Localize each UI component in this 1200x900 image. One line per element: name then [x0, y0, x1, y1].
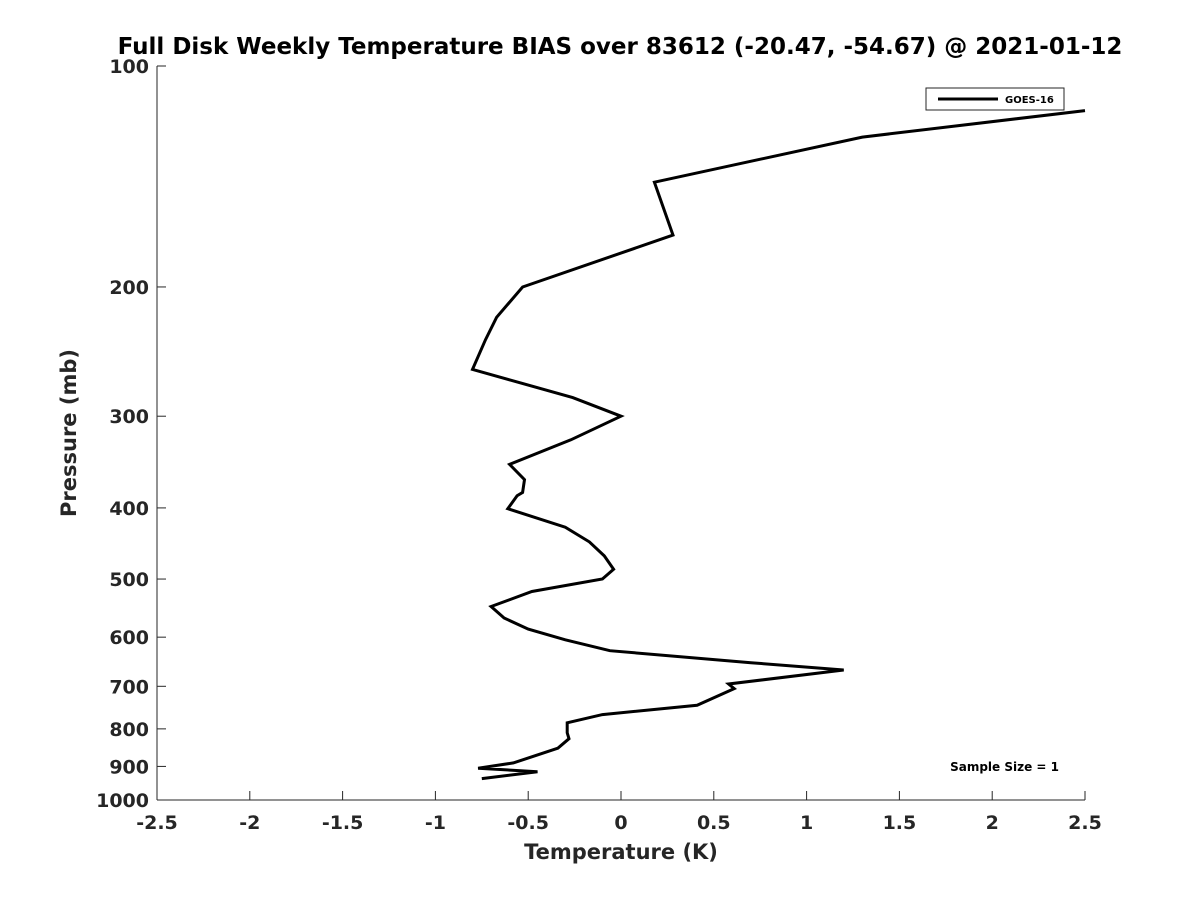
y-tick-label: 300	[109, 406, 149, 428]
y-tick-label: 600	[109, 627, 149, 649]
x-tick-label: -2	[239, 812, 260, 834]
y-tick-label: 700	[109, 676, 149, 698]
x-tick-label: 0	[614, 812, 627, 834]
x-tick-label: 1	[800, 812, 813, 834]
series-layer	[470, 109, 1086, 781]
sample-size-annotation: Sample Size = 1	[950, 760, 1059, 774]
chart-title: Full Disk Weekly Temperature BIAS over 8…	[118, 34, 1123, 60]
y-axis-label: Pressure (mb)	[57, 349, 81, 517]
x-tick-label: -0.5	[507, 812, 549, 834]
y-tick-label: 500	[109, 569, 149, 591]
x-tick-label: 2.5	[1068, 812, 1102, 834]
y-tick-label: 1000	[96, 790, 149, 812]
y-axis-ticks: 100 200 300 400 500 600 700 800 900 1000	[96, 56, 166, 812]
y-tick-label: 400	[109, 498, 149, 520]
y-tick-label: 900	[109, 756, 149, 778]
x-tick-label: 0.5	[697, 812, 731, 834]
y-tick-label: 200	[109, 277, 149, 299]
x-tick-label: -1	[425, 812, 446, 834]
x-tick-label: -1.5	[322, 812, 364, 834]
y-tick-label: 100	[109, 56, 149, 78]
y-tick-label: 800	[109, 719, 149, 741]
legend-label-goes-16: GOES-16	[1005, 95, 1054, 106]
x-axis-ticks: -2.5 -2 -1.5 -1 -0.5 0 0.5 1 1.5 2 2.5	[136, 791, 1102, 834]
x-tick-label: 2	[986, 812, 999, 834]
x-tick-label: 1.5	[883, 812, 917, 834]
x-tick-label: -2.5	[136, 812, 178, 834]
chart-legend: GOES-16	[925, 87, 1065, 111]
series-line-goes-16	[470, 109, 1086, 781]
x-axis-label: Temperature (K)	[524, 840, 718, 864]
